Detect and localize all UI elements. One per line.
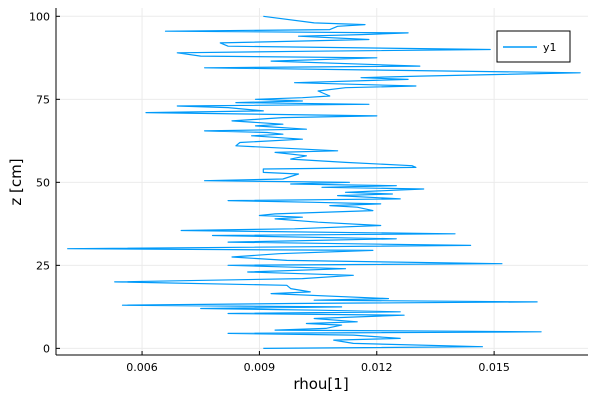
tick-marks: [56, 15, 495, 355]
x-axis-title: rhou[1]: [293, 375, 348, 393]
y-axis-title: z [cm]: [7, 158, 25, 205]
y-tick-label: 100: [29, 10, 50, 23]
x-tick-label: 0.009: [244, 361, 276, 374]
axes: [55, 8, 588, 356]
y-tick-label: 25: [36, 259, 50, 272]
legend-label: y1: [543, 41, 557, 54]
y-tick-label: 50: [36, 176, 50, 189]
x-tick-labels: 0.006 0.009 0.012 0.015: [126, 361, 510, 374]
y-tick-label: 75: [36, 93, 50, 106]
legend: y1: [496, 30, 571, 63]
x-tick-label: 0.012: [361, 361, 393, 374]
series-line-y1: [67, 15, 581, 349]
y-tick-label: 0: [43, 342, 50, 355]
series-layer: [67, 15, 581, 349]
x-tick-label: 0.015: [478, 361, 510, 374]
y-tick-labels: 0 25 50 75 100: [29, 10, 50, 355]
x-tick-label: 0.006: [126, 361, 158, 374]
